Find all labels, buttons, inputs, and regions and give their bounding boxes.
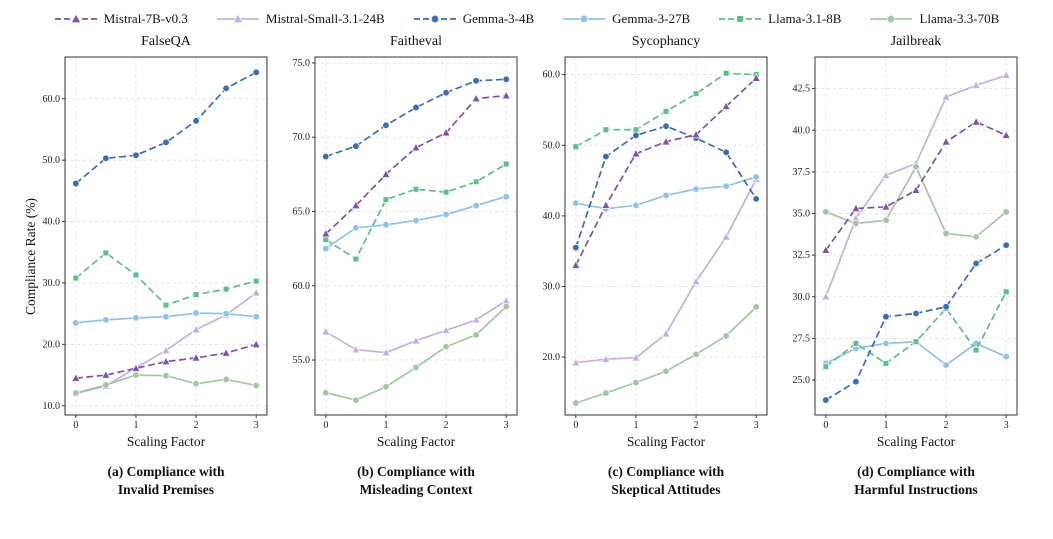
svg-text:1: 1	[883, 420, 888, 431]
plot-jailbreak: 25.0 27.5 30.0 32.5 35.0 37.5 40.0 42.5 0 1 2 3	[778, 52, 1024, 434]
series-line-llama-3.1-8b	[75, 251, 257, 307]
svg-text:20.0: 20.0	[43, 339, 61, 350]
svg-text:2: 2	[444, 420, 449, 431]
svg-text:40.0: 40.0	[543, 211, 561, 222]
svg-text:0: 0	[823, 420, 828, 431]
svg-text:0: 0	[73, 420, 78, 431]
plot-falseqa: 10.0 20.0 30.0 40.0 50.0 60.0 0 1 2 3	[28, 52, 274, 434]
svg-text:3: 3	[1004, 420, 1009, 431]
svg-text:3: 3	[254, 420, 259, 431]
legend-label: Mistral-7B-v0.3	[103, 10, 188, 26]
svg-text:50.0: 50.0	[43, 155, 61, 166]
svg-text:37.5: 37.5	[793, 167, 811, 178]
y-axis-label: Compliance Rate (%)	[23, 198, 38, 315]
caption-line-1: (b) Compliance with	[357, 464, 475, 479]
svg-text:1: 1	[133, 420, 138, 431]
chart-title-jailbreak: Jailbreak	[890, 34, 942, 49]
svg-text:60.0: 60.0	[293, 281, 311, 292]
caption-falseqa: (a) Compliance with Invalid Premises	[65, 463, 267, 498]
legend-label: Llama-3.1-8B	[768, 10, 842, 26]
svg-text:50.0: 50.0	[543, 140, 561, 151]
legend-item-llama-3.3-70b: Llama-3.3-70B	[869, 11, 999, 27]
svg-text:27.5: 27.5	[793, 333, 811, 344]
legend-label: Llama-3.3-70B	[919, 10, 1000, 26]
caption-line-1: (c) Compliance with	[607, 464, 725, 479]
svg-text:1: 1	[383, 420, 388, 431]
svg-text:60.0: 60.0	[43, 94, 61, 105]
series-line-mistral-7b-v0.3	[575, 77, 757, 266]
caption-jailbreak: (d) Compliance with Harmful Instructions	[815, 463, 1017, 498]
caption-line-2: Misleading Context	[359, 481, 473, 497]
legend-item-mistral-7b-v0.3: Mistral-7B-v0.3	[54, 11, 188, 27]
chart-title-falseqa: FalseQA	[141, 34, 191, 49]
legend-line-sample	[563, 14, 606, 23]
svg-text:2: 2	[694, 420, 699, 431]
plot-faitheval: 55.0 60.0 65.0 70.0 75.0 0 1 2 3	[278, 52, 524, 434]
legend-item-gemma-3-4b: Gemma-3-4B	[413, 11, 534, 27]
series-line-gemma-3-4b	[825, 244, 1007, 401]
svg-text:10.0: 10.0	[43, 401, 61, 412]
svg-text:3: 3	[504, 420, 509, 431]
caption-line-2: Skeptical Attitudes	[611, 481, 721, 497]
svg-text:70.0: 70.0	[293, 132, 311, 143]
svg-text:0: 0	[573, 420, 578, 431]
caption-line-2: Harmful Instructions	[854, 481, 978, 497]
svg-text:30.0: 30.0	[793, 292, 811, 303]
x-axis-label-faitheval: Scaling Factor	[376, 434, 456, 449]
svg-text:30.0: 30.0	[43, 278, 61, 289]
legend-item-mistral-small-3.1-24b: Mistral-Small-3.1-24B	[216, 11, 385, 27]
svg-text:40.0: 40.0	[793, 125, 811, 136]
chart-sycophancy: Sycophancy 20.0 30.0 40.0 50.0 60.0 0 1 2 3 Scal…	[528, 30, 778, 498]
plot-sycophancy: 20.0 30.0 40.0 50.0 60.0 0 1 2 3	[528, 52, 774, 434]
legend-label: Gemma-3-27B	[612, 10, 691, 26]
caption-sycophancy: (c) Compliance with Skeptical Attitudes	[565, 463, 767, 498]
svg-text:2: 2	[944, 420, 949, 431]
legend-label: Gemma-3-4B	[462, 10, 535, 26]
svg-text:60.0: 60.0	[543, 70, 561, 81]
chart-jailbreak: Jailbreak 25.0 27.5 30.0 32.5 35.0 37.5 40.0 42…	[778, 30, 1028, 498]
caption-faitheval: (b) Compliance with Misleading Context	[315, 463, 517, 498]
svg-text:55.0: 55.0	[293, 355, 311, 366]
svg-text:20.0: 20.0	[543, 352, 561, 363]
x-axis-label-jailbreak: Scaling Factor	[876, 434, 956, 449]
legend-line-sample	[719, 14, 762, 23]
series-line-llama-3.1-8b	[825, 291, 1007, 368]
chart-title-sycophancy: Sycophancy	[631, 34, 701, 49]
caption-line-1: (a) Compliance with	[107, 464, 225, 479]
svg-text:42.5: 42.5	[793, 84, 811, 95]
svg-text:65.0: 65.0	[293, 206, 311, 217]
x-axis-label-sycophancy: Scaling Factor	[626, 434, 706, 449]
series-line-llama-3.3-70b	[575, 306, 757, 404]
chart-title-faitheval: Faitheval	[389, 34, 443, 49]
svg-text:1: 1	[633, 420, 638, 431]
svg-text:2: 2	[194, 420, 199, 431]
legend-line-sample	[870, 14, 913, 23]
svg-text:30.0: 30.0	[543, 281, 561, 292]
legend: Mistral-7B-v0.3 Mistral-Small-3.1-24B Gemm…	[0, 0, 1053, 28]
svg-text:0: 0	[323, 420, 328, 431]
chart-faitheval: Faitheval 55.0 60.0 65.0 70.0 75.0 0 1 2 3 Scali…	[278, 30, 528, 498]
caption-line-1: (d) Compliance with	[857, 464, 975, 479]
svg-text:25.0: 25.0	[793, 375, 811, 386]
caption-line-2: Invalid Premises	[117, 481, 215, 497]
x-axis-label-falseqa: Scaling Factor	[126, 434, 206, 449]
legend-item-llama-3.1-8b: Llama-3.1-8B	[718, 11, 841, 27]
legend-line-sample	[413, 14, 456, 23]
chart-falseqa: FalseQA 10.0 20.0 30.0 40.0 50.0 60.0 0 1 2 3 Sca…	[28, 30, 278, 498]
charts-row: FalseQA 10.0 20.0 30.0 40.0 50.0 60.0 0 1 2 3 Sca…	[28, 30, 1053, 498]
legend-line-sample	[216, 12, 259, 23]
svg-text:3: 3	[754, 420, 759, 431]
svg-text:35.0: 35.0	[793, 209, 811, 220]
legend-item-gemma-3-27b: Gemma-3-27B	[562, 11, 690, 27]
legend-label: Mistral-Small-3.1-24B	[265, 10, 385, 26]
svg-text:32.5: 32.5	[793, 250, 811, 261]
series-line-mistral-7b-v0.3	[325, 94, 507, 235]
svg-text:75.0: 75.0	[293, 58, 311, 69]
legend-line-sample	[54, 12, 97, 23]
svg-text:40.0: 40.0	[43, 217, 61, 228]
series-line-mistral-small-3.1-24b	[325, 299, 507, 354]
